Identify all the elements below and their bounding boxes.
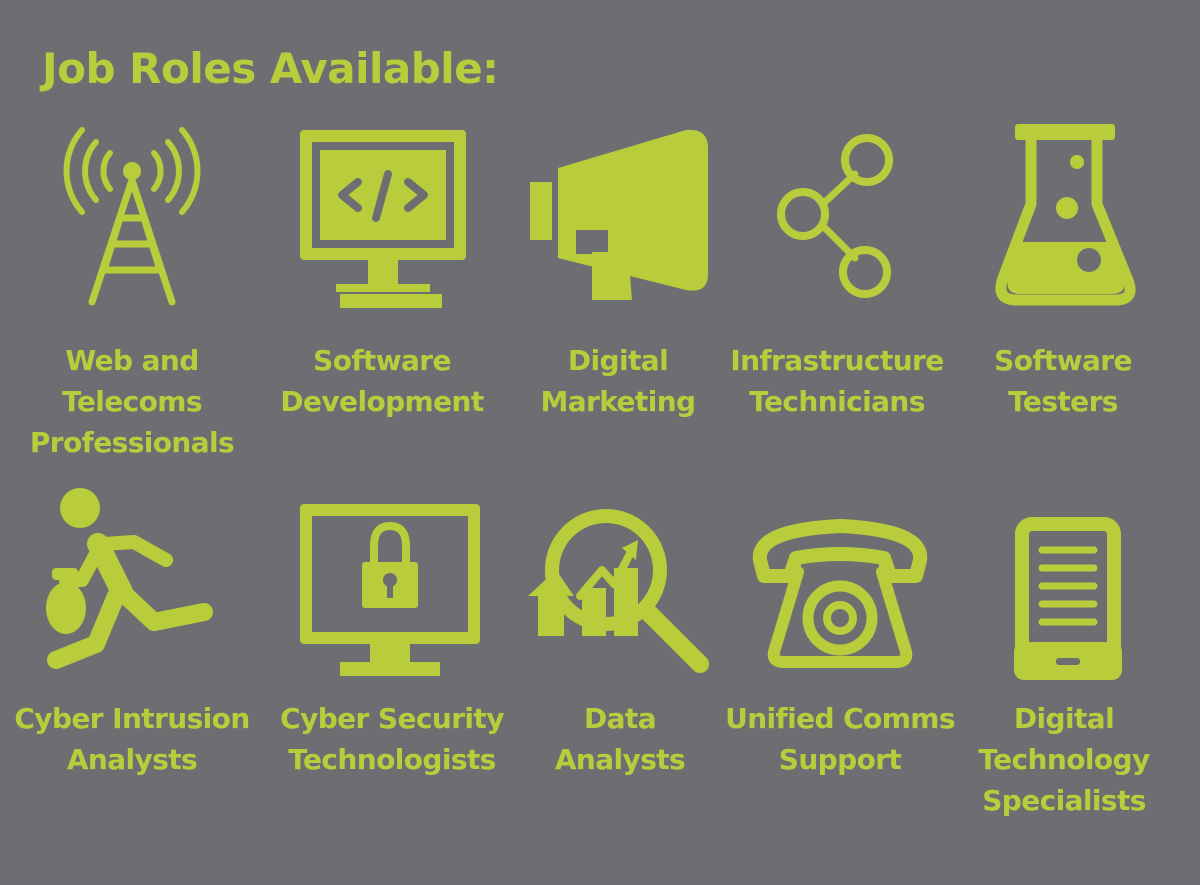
tablet-document-icon [1014,517,1122,680]
role-label: Software Testers [994,344,1132,418]
role-label: Software Development [280,344,484,418]
role-label: Cyber Intrusion Analysts [14,702,250,776]
role-label: Infrastructure Technicians [730,344,944,418]
megaphone-icon [530,129,708,300]
share-nodes-icon [777,134,893,298]
role-label: Cyber Security Technologists [280,702,504,776]
role-label: Digital Technology Specialists [978,702,1150,817]
radio-tower-icon [63,127,201,306]
role-label: Data Analysts [554,702,686,776]
role-label: Web and Telecoms Professionals [29,344,235,459]
padlock-monitor-icon [300,504,480,676]
running-thief-icon [46,488,213,669]
magnifier-chart-icon [528,509,709,673]
role-label: Digital Marketing [540,344,697,418]
role-label: Unified Comms Support [725,702,955,776]
telephone-icon [752,519,928,668]
code-monitor-icon [300,130,466,308]
page-title: Job Roles Available: [42,44,499,93]
flask-icon [995,124,1136,306]
